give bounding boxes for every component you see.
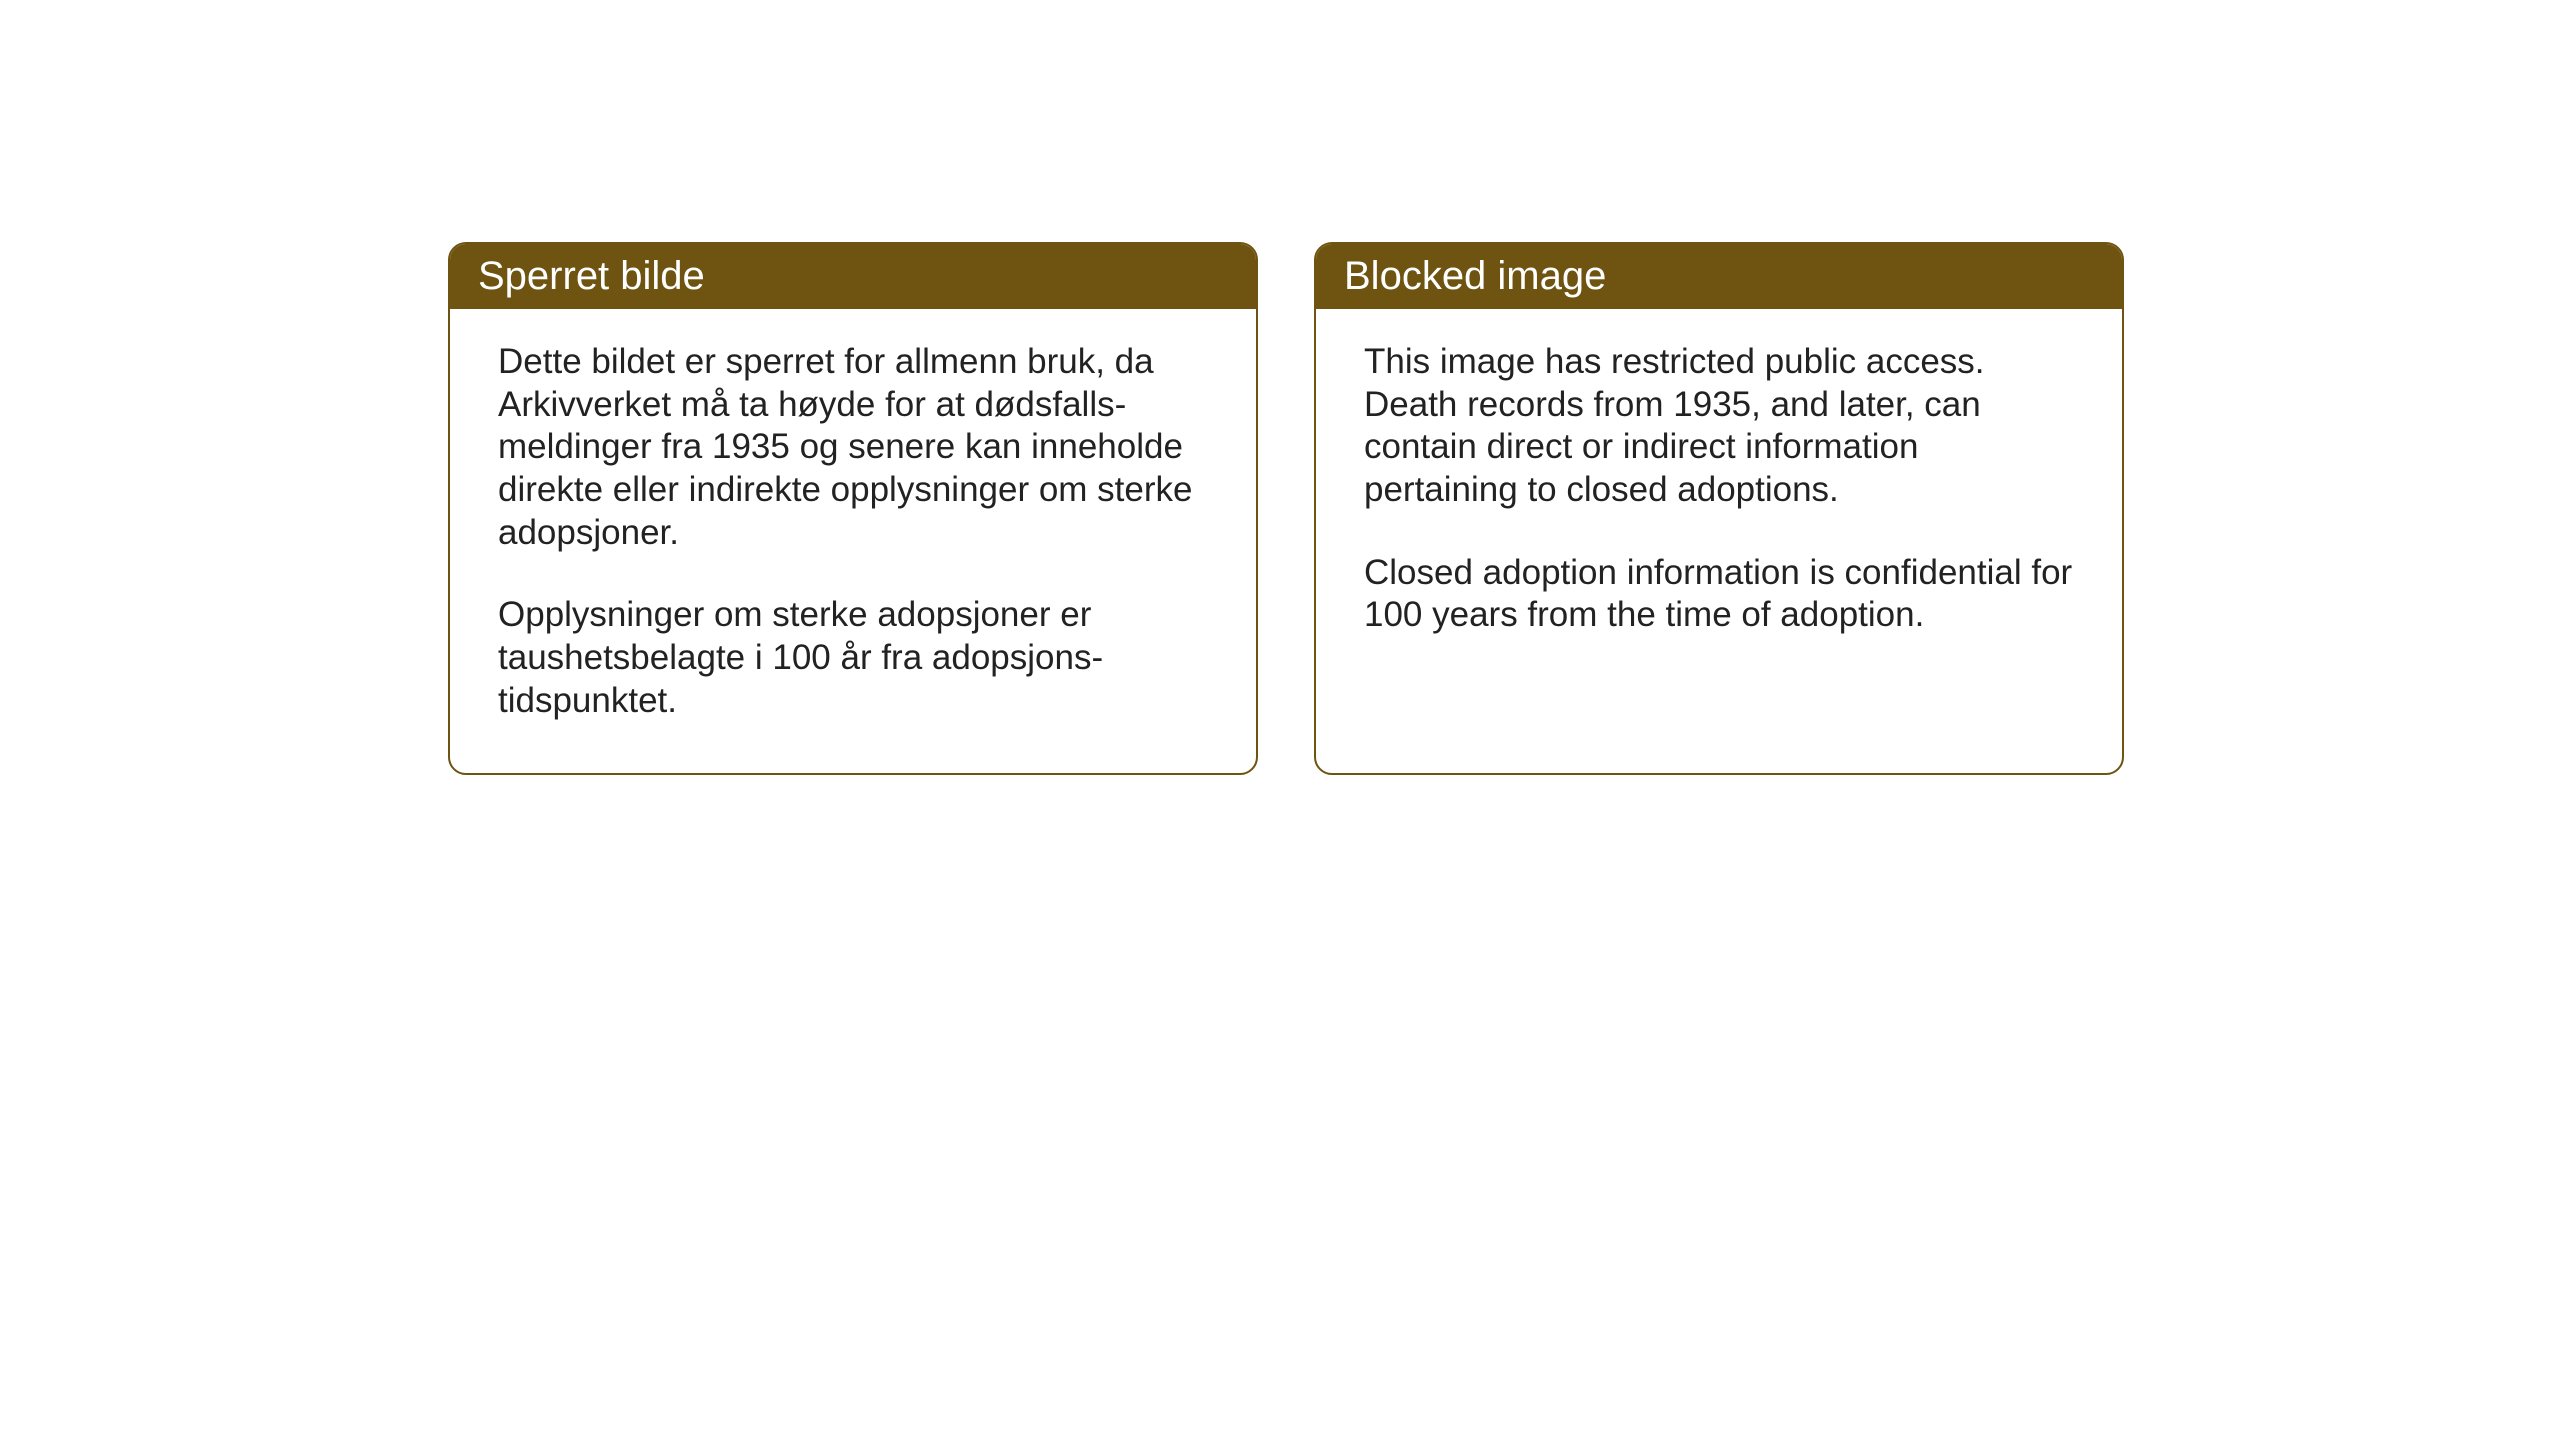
notice-body-norwegian: Dette bildet er sperret for allmenn bruk… (450, 309, 1256, 773)
notice-paragraph-2-english: Closed adoption information is confident… (1364, 552, 2074, 637)
notice-box-english: Blocked image This image has restricted … (1314, 242, 2124, 775)
notice-paragraph-1-english: This image has restricted public access.… (1364, 341, 2074, 512)
notice-paragraph-1-norwegian: Dette bildet er sperret for allmenn bruk… (498, 341, 1208, 554)
notice-paragraph-2-norwegian: Opplysninger om sterke adopsjoner er tau… (498, 594, 1208, 722)
notice-box-norwegian: Sperret bilde Dette bildet er sperret fo… (448, 242, 1258, 775)
notice-title-english: Blocked image (1316, 244, 2122, 309)
notice-container: Sperret bilde Dette bildet er sperret fo… (448, 242, 2124, 775)
notice-body-english: This image has restricted public access.… (1316, 309, 2122, 687)
notice-title-norwegian: Sperret bilde (450, 244, 1256, 309)
